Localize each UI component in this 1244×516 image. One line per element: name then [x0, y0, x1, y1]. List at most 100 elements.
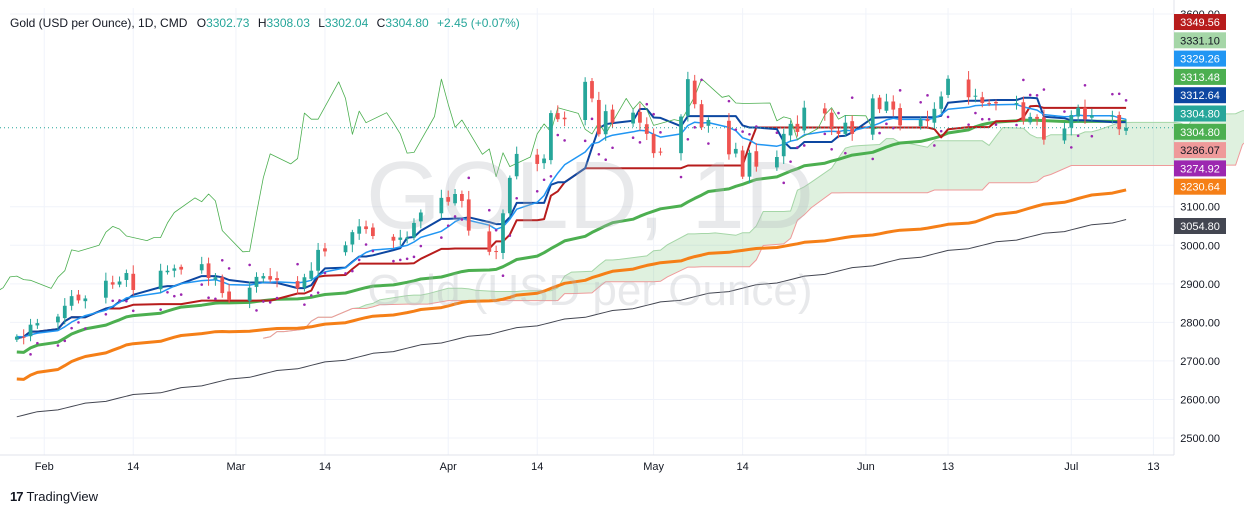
sar-dot: [1063, 110, 1066, 113]
sar-dot: [563, 139, 566, 142]
sar-dot: [645, 102, 649, 106]
candle-body: [83, 298, 88, 302]
candle-body: [754, 151, 759, 167]
sar-dot: [323, 271, 327, 275]
sar-dot: [850, 96, 854, 99]
sar-dot: [1076, 134, 1080, 138]
chart-grid: [0, 0, 1175, 456]
candle-body: [1076, 107, 1081, 117]
candle-body: [69, 296, 74, 306]
sar-dot: [556, 133, 560, 137]
price-tick-label: 3100.00: [1180, 202, 1220, 214]
candle-body: [507, 177, 512, 214]
sar-dot: [111, 299, 115, 303]
sar-dot: [1117, 92, 1121, 96]
candle-body: [644, 124, 649, 134]
sar-dot: [590, 117, 594, 121]
candle-body: [439, 197, 444, 214]
price-tick-label: 2700.00: [1180, 356, 1220, 368]
sar-dot: [412, 255, 416, 259]
price-tag-box: [1174, 87, 1226, 104]
price-tag-box: [1174, 178, 1226, 195]
candle-body: [1110, 115, 1115, 117]
candles: [14, 71, 1128, 345]
candle-body: [343, 245, 348, 253]
price-tag-value: 3329.26: [1180, 54, 1220, 66]
sar-dot: [36, 341, 39, 345]
candle-body: [1014, 103, 1019, 105]
sar-dot: [926, 94, 929, 97]
change-value: +2.45 (+0.07%): [437, 16, 520, 30]
candle-body: [412, 222, 416, 238]
candle-body: [946, 78, 950, 95]
sar-dot: [939, 129, 943, 133]
candle-body: [603, 111, 608, 135]
candle-body: [14, 336, 19, 340]
sar-dot: [453, 215, 457, 218]
candle-body: [706, 120, 711, 126]
candle-body: [62, 305, 67, 319]
price-tag-value: 3230.64: [1180, 182, 1220, 194]
candle-body: [727, 120, 731, 155]
candle-body: [781, 133, 786, 157]
sar-dot: [227, 267, 231, 270]
tradingview-logo-icon: 17: [10, 489, 24, 504]
candle-body: [350, 232, 355, 245]
watermark: GOLD, 1D Gold (USD per Ounce): [366, 142, 814, 315]
candle-body: [494, 251, 499, 253]
sar-dot: [131, 309, 135, 313]
candle-body: [446, 197, 451, 202]
sar-dot: [878, 131, 881, 135]
sar-dot: [967, 123, 970, 126]
candle-body: [596, 99, 601, 135]
sar-dot: [166, 290, 169, 294]
sar-dot: [775, 131, 779, 135]
price-tag-box: [1174, 105, 1226, 122]
candle-body: [487, 231, 492, 252]
sar-dot: [933, 144, 936, 147]
sar-dot: [802, 144, 806, 147]
sar-dot: [1035, 94, 1039, 97]
candle-body: [357, 226, 362, 234]
sar-dot: [652, 112, 655, 116]
sar-dot: [549, 174, 553, 178]
sar-dot: [782, 181, 786, 185]
sar-dot: [727, 99, 731, 103]
price-tag-value: 3304.80: [1180, 109, 1220, 121]
time-tick-label: Jul: [1064, 461, 1078, 473]
tradingview-footer[interactable]: 17 TradingView: [10, 489, 98, 504]
price-tag-box: [1174, 142, 1226, 159]
time-tick-label: 14: [127, 461, 139, 473]
sar-dot: [604, 158, 607, 162]
indicator-lines: [0, 78, 1127, 418]
candle-body: [268, 276, 273, 280]
price-tag-box: [1174, 32, 1226, 49]
candle-body: [685, 79, 690, 116]
candle-body: [542, 158, 546, 164]
time-tick-label: Feb: [35, 461, 54, 473]
candle-body: [898, 108, 903, 126]
sar-dot: [583, 139, 587, 143]
sar-dot: [84, 327, 87, 330]
price-tick-label: 3000.00: [1180, 240, 1220, 252]
low-label: L: [318, 16, 325, 30]
price-tick-label: 2800.00: [1180, 317, 1220, 329]
candle-body: [980, 97, 985, 104]
candle-body: [405, 237, 410, 240]
time-axis[interactable]: Feb 14 Mar 14 Apr 14 May 14 Jun 13 Jul 13: [35, 461, 1160, 473]
sar-dot: [309, 294, 313, 297]
sar-dot: [789, 160, 792, 163]
candle-body: [364, 226, 368, 230]
candle-body: [1035, 116, 1039, 119]
candle-body: [1117, 114, 1122, 130]
price-tag-value: 3054.80: [1180, 221, 1220, 233]
sar-dot: [351, 269, 354, 273]
candle-body: [692, 80, 697, 105]
candle-body: [124, 273, 129, 280]
candle-body: [994, 101, 998, 104]
candle-body: [973, 95, 978, 97]
sar-dot: [885, 122, 888, 126]
candle-body: [788, 123, 793, 136]
sar-dot: [1042, 88, 1046, 91]
